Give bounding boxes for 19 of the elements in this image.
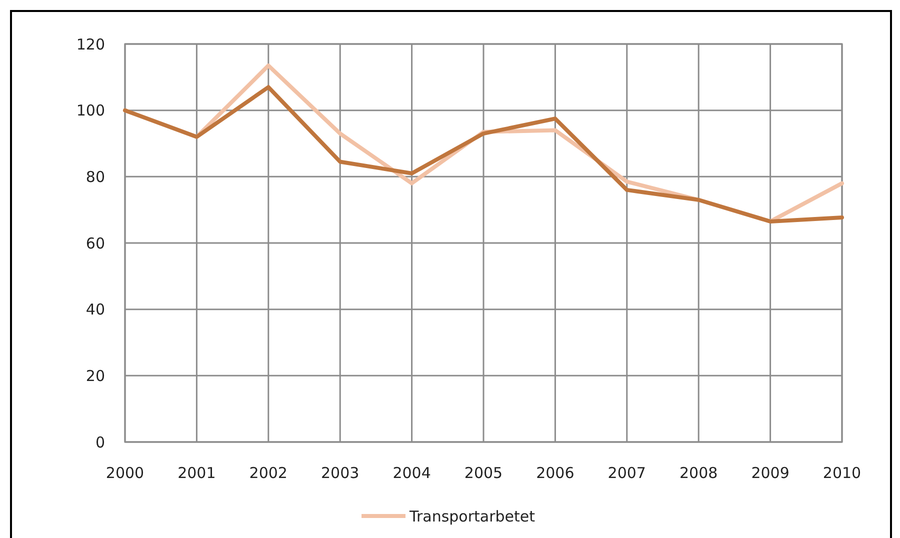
x-tick-label: 2001 (178, 464, 216, 482)
x-tick-label: 2009 (751, 464, 790, 482)
x-tick-label: 2000 (106, 464, 144, 482)
y-tick-label: 40 (86, 300, 105, 319)
x-tick-label: 2005 (464, 464, 503, 482)
y-tick-label: 60 (86, 234, 105, 252)
x-tick-label: 2004 (392, 464, 431, 482)
x-tick-label: 2008 (680, 464, 718, 482)
y-tick-label: 120 (76, 35, 105, 54)
y-tick-label: 80 (86, 168, 105, 186)
x-tick-label: 2003 (321, 464, 360, 482)
legend-label: Transportarbetet (408, 507, 536, 526)
x-tick-label: 2006 (536, 464, 574, 482)
x-tick-label: 2010 (822, 464, 862, 482)
x-tick-label: 2007 (608, 464, 646, 482)
y-tick-label: 0 (95, 433, 105, 452)
y-tick-label: 100 (76, 102, 105, 120)
y-tick-label: 20 (86, 366, 105, 385)
x-tick-label: 2002 (249, 464, 288, 482)
